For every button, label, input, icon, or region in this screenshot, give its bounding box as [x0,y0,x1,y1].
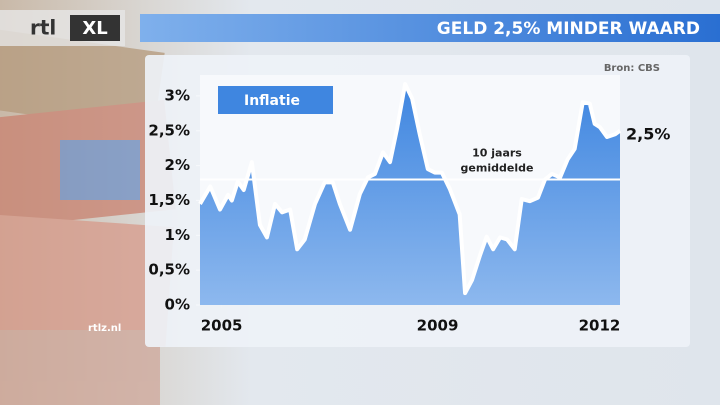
title-bar [140,14,720,42]
end-label: 2,5% [626,124,670,143]
logo-rtl: rtl [30,16,56,40]
y-tick-label: 1% [165,226,190,244]
source: Bron: CBS [604,63,660,74]
legend-label: Inflatie [244,93,300,109]
legend-box [218,86,333,114]
reference-label: gemiddelde [461,162,534,175]
x-tick-label: 2005 [201,317,243,335]
chart-title: GELD 2,5% MINDER WAARD [437,19,700,39]
y-tick-label: 1,5% [148,191,190,209]
watermark: rtlz.nl [88,323,121,334]
y-tick-label: 3% [165,86,190,104]
y-tick-label: 0,5% [148,261,190,279]
y-tick-label: 2% [165,156,190,174]
x-tick-label: 2012 [579,317,621,335]
logo-box [70,15,120,41]
x-tick-label: 2009 [417,317,459,335]
logo-xl: XL [82,18,107,39]
y-tick-label: 0% [165,296,190,314]
banknotes [0,27,176,409]
line [198,82,622,296]
reference-label: 10 jaars [472,147,522,160]
y-tick-label: 2,5% [148,121,190,139]
